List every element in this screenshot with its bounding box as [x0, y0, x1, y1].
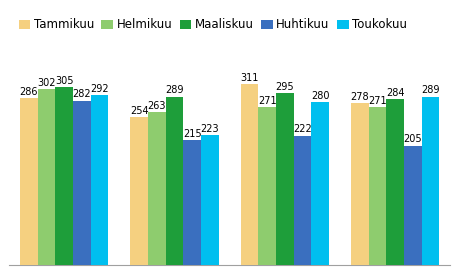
Text: 223: 223 — [201, 124, 219, 134]
Bar — [311, 102, 329, 265]
Bar — [386, 99, 404, 265]
Bar — [241, 84, 258, 265]
Bar — [73, 101, 91, 265]
Bar — [294, 136, 311, 265]
Text: 254: 254 — [130, 106, 149, 116]
Bar — [20, 98, 38, 265]
Text: 284: 284 — [386, 88, 404, 98]
Bar — [369, 107, 386, 265]
Text: 282: 282 — [73, 89, 91, 99]
Text: 222: 222 — [293, 124, 312, 134]
Text: 292: 292 — [90, 84, 109, 94]
Legend: Tammikuu, Helmikuu, Maaliskuu, Huhtikuu, Toukokuu: Tammikuu, Helmikuu, Maaliskuu, Huhtikuu,… — [15, 15, 411, 35]
Text: 289: 289 — [421, 85, 440, 95]
Text: 280: 280 — [311, 91, 329, 101]
Text: 305: 305 — [55, 76, 74, 86]
Bar — [404, 145, 422, 265]
Text: 302: 302 — [37, 78, 56, 88]
Bar — [351, 103, 369, 265]
Bar — [183, 140, 201, 265]
Bar — [131, 117, 148, 265]
Text: 295: 295 — [276, 82, 294, 92]
Text: 205: 205 — [404, 134, 422, 144]
Text: 271: 271 — [258, 96, 277, 106]
Text: 263: 263 — [148, 100, 166, 111]
Bar — [276, 93, 294, 265]
Bar — [38, 89, 56, 265]
Text: 278: 278 — [351, 92, 369, 102]
Text: 286: 286 — [20, 87, 38, 97]
Bar — [166, 97, 183, 265]
Bar — [56, 87, 73, 265]
Text: 311: 311 — [240, 73, 259, 83]
Text: 215: 215 — [183, 129, 202, 139]
Bar — [91, 95, 108, 265]
Bar — [148, 112, 166, 265]
Bar — [258, 107, 276, 265]
Text: 289: 289 — [165, 85, 184, 95]
Bar — [201, 135, 219, 265]
Bar — [422, 97, 440, 265]
Text: 271: 271 — [368, 96, 387, 106]
